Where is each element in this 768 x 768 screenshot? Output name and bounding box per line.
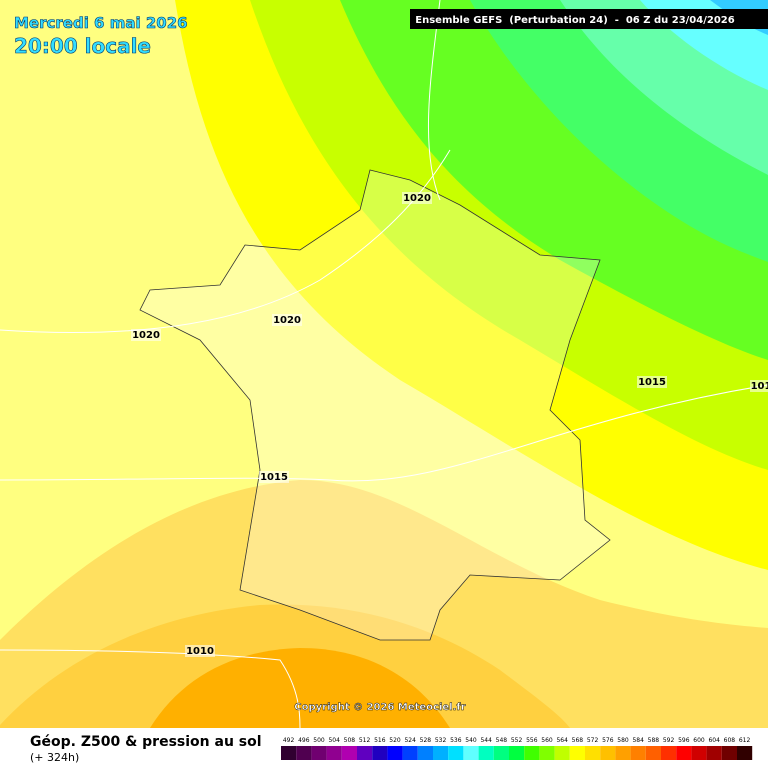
isobar-label: 101 — [751, 381, 768, 392]
scale-swatch — [478, 746, 494, 760]
scale-swatch — [448, 746, 464, 760]
scale-label: 596 — [678, 737, 690, 744]
scale-label: 528 — [420, 737, 432, 744]
scale-label: 552 — [511, 737, 523, 744]
scale-label: 584 — [632, 737, 644, 744]
legend-title: Géop. Z500 & pression au sol — [30, 734, 262, 750]
scale-label: 508 — [344, 737, 356, 744]
field-bands — [0, 0, 768, 728]
scale-label: 568 — [572, 737, 584, 744]
scale-label: 600 — [693, 737, 705, 744]
scale-swatch — [296, 746, 312, 760]
scale-label: 592 — [663, 737, 675, 744]
isobar — [0, 649, 301, 729]
scale-swatch — [691, 746, 707, 760]
scale-swatch — [569, 746, 585, 760]
scale-swatch — [493, 746, 509, 760]
scale-swatch — [433, 746, 449, 760]
scale-swatch — [645, 746, 661, 760]
scale-label: 556 — [526, 737, 538, 744]
scale-label: 580 — [617, 737, 629, 744]
scale-label: 532 — [435, 737, 447, 744]
scale-swatch — [372, 746, 388, 760]
isobar-label: 1020 — [403, 193, 431, 204]
scale-label: 548 — [496, 737, 508, 744]
band — [150, 648, 450, 728]
scale-label: 572 — [587, 737, 599, 744]
time-label: 20:00 locale — [14, 34, 151, 58]
isobar-label: 1015 — [638, 377, 666, 388]
scale-label: 604 — [708, 737, 720, 744]
scale-swatch — [585, 746, 601, 760]
scale-swatch — [509, 746, 525, 760]
scale-swatch — [387, 746, 403, 760]
scale-swatch — [402, 746, 418, 760]
scale-label: 516 — [374, 737, 386, 744]
scale-swatch — [311, 746, 327, 760]
scale-label: 496 — [298, 737, 310, 744]
scale-label: 500 — [313, 737, 325, 744]
isobar-label: 1020 — [273, 315, 301, 326]
isobar-label: 1020 — [132, 330, 160, 341]
scale-swatch — [615, 746, 631, 760]
scale-swatch — [357, 746, 373, 760]
scale-swatch — [737, 746, 753, 760]
scale-label: 608 — [724, 737, 736, 744]
scale-swatch — [600, 746, 616, 760]
scale-label: 520 — [389, 737, 401, 744]
isobar-labels: 1020 1020 1020 1015 1015 101 1010 — [131, 192, 768, 657]
scale-swatch — [661, 746, 677, 760]
scale-swatch — [676, 746, 692, 760]
legend-subtitle: (+ 324h) — [30, 751, 79, 764]
scale-label: 560 — [541, 737, 553, 744]
scale-swatch — [554, 746, 570, 760]
scale-label: 536 — [450, 737, 462, 744]
scale-label: 544 — [480, 737, 492, 744]
scale-label: 492 — [283, 737, 295, 744]
isobar-label: 1015 — [260, 472, 288, 483]
model-label: Ensemble GEFS (Perturbation 24) - 06 Z d… — [415, 15, 734, 26]
scale-swatch — [281, 746, 297, 760]
isobar-label: 1010 — [186, 646, 214, 657]
scale-swatch — [341, 746, 357, 760]
scale-label: 512 — [359, 737, 371, 744]
scale-label: 564 — [556, 737, 568, 744]
scale-label: 504 — [328, 737, 340, 744]
scale-swatch — [326, 746, 342, 760]
date-label: Mercredi 6 mai 2026 — [14, 14, 188, 32]
copyright: Copyright © 2026 Meteociel.fr — [294, 702, 465, 713]
scale-swatch — [721, 746, 737, 760]
scale-label: 612 — [739, 737, 751, 744]
isobar — [0, 384, 768, 482]
scale-label: 588 — [648, 737, 660, 744]
scale-swatch — [524, 746, 540, 760]
scale-swatch — [630, 746, 646, 760]
france-outline — [139, 169, 611, 641]
scale-swatch — [417, 746, 433, 760]
scale-swatch — [463, 746, 479, 760]
scale-swatch — [539, 746, 555, 760]
scale-swatch — [706, 746, 722, 760]
scale-label: 576 — [602, 737, 614, 744]
color-scale: 492 496 500 504 508 512 516 520 524 528 532 536 540 5… — [281, 737, 753, 760]
scale-label: 524 — [404, 737, 416, 744]
model-banner — [410, 9, 768, 29]
scale-label: 540 — [465, 737, 477, 744]
